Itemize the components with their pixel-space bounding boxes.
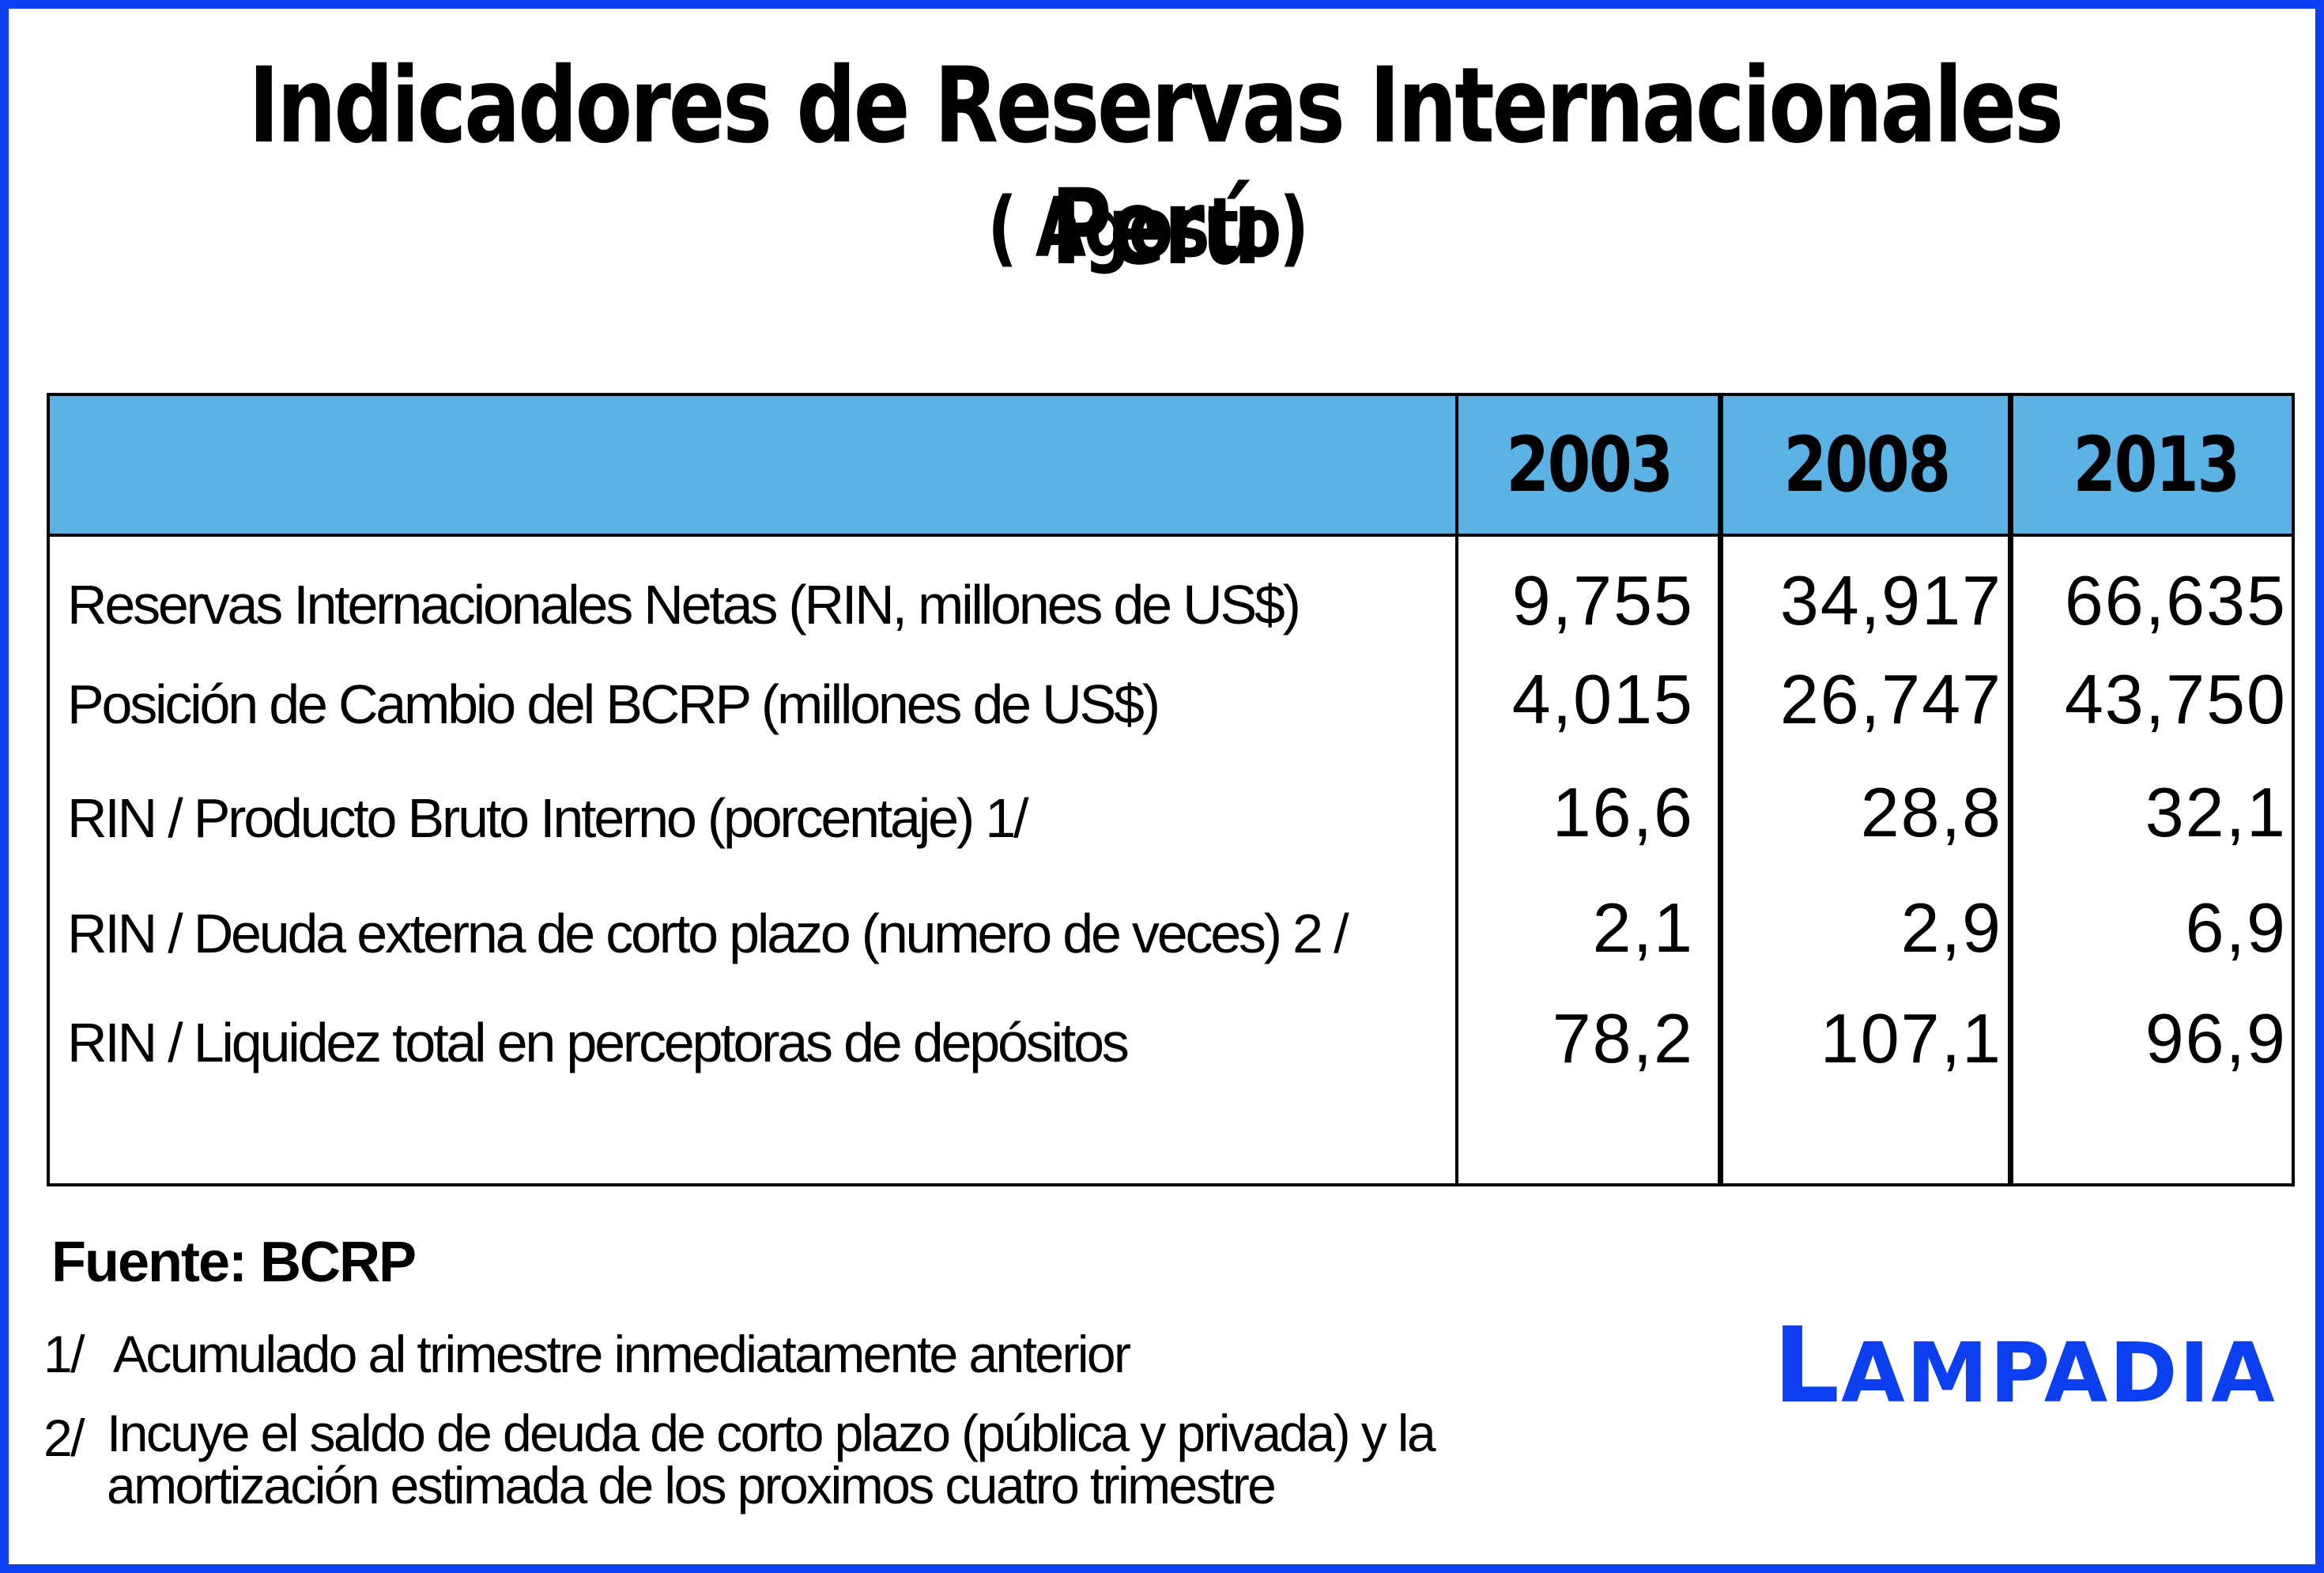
table-cell: 2,9	[1900, 888, 2002, 967]
table-cell: 43,750	[2064, 660, 2287, 738]
logo-rest: AMPADIA	[1841, 1325, 2277, 1421]
table-cell: 34,917	[1779, 561, 2002, 639]
row-label-posicion-cambio: Posición de Cambio del BCRP (millones de…	[67, 673, 1160, 735]
page-title: Indicadores de Reservas Internacionales …	[248, 45, 2064, 289]
table-cell: 4,015	[1511, 660, 1694, 738]
row-label-rin-pbi: RIN / Producto Bruto Interno (porcentaje…	[67, 787, 1028, 849]
row-label-rin-deuda: RIN / Deuda externa de corto plazo (nume…	[67, 903, 1349, 964]
column-header-2013: 2013	[2073, 421, 2240, 509]
indicators-table: 2003 2008 2013 Reservas Internacionales …	[47, 393, 2295, 1186]
footnote-2-line-1: Incuye el saldo de deuda de corto plazo …	[107, 1404, 1436, 1462]
table-cell: 6,9	[2185, 888, 2287, 967]
row-label-rin: Reservas Internacionales Netas (RIN, mil…	[67, 574, 1301, 636]
column-divider	[1455, 396, 1458, 1183]
page-subtitle: ( Agosto)	[987, 179, 1309, 276]
logo-initial: L	[1773, 1305, 1842, 1427]
table-cell: 66,635	[2064, 561, 2287, 639]
column-divider	[2008, 396, 2013, 1183]
lampadia-logo: LAMPADIA	[1773, 1305, 2277, 1427]
column-header-2003: 2003	[1506, 421, 1673, 509]
footnote-1-mark: 1/	[43, 1325, 85, 1383]
table-cell: 96,9	[2145, 999, 2287, 1077]
table-cell: 9,755	[1511, 561, 1694, 639]
table-cell: 32,1	[2145, 773, 2287, 851]
column-header-2008: 2008	[1783, 421, 1951, 509]
source-label: Fuente: BCRP	[51, 1231, 417, 1294]
row-label-rin-liquidez: RIN / Liquidez total en perceptoras de d…	[67, 1012, 1130, 1073]
table-cell: 107,1	[1820, 999, 2002, 1077]
footnote-2-line-2: amortización estimada de los proximos cu…	[107, 1456, 1277, 1515]
table-cell: 28,8	[1860, 773, 2002, 851]
table-cell: 16,6	[1552, 773, 1694, 851]
table-cell: 26,747	[1779, 660, 2002, 738]
column-divider	[1718, 396, 1723, 1183]
table-cell: 2,1	[1592, 888, 1694, 967]
footnote-2-mark: 2/	[43, 1409, 85, 1467]
table-cell: 78,2	[1552, 999, 1694, 1077]
footnote-1-text: Acumulado al trimestre inmediatamente an…	[113, 1325, 1131, 1383]
table-header: 2003 2008 2013	[50, 396, 2292, 537]
